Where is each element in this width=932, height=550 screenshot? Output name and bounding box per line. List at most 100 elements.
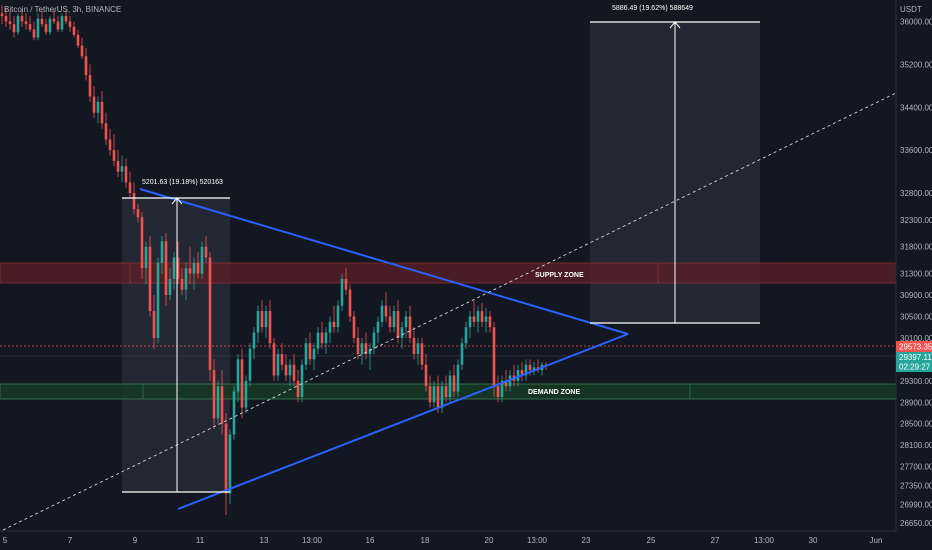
candle-body[interactable]: [520, 370, 524, 376]
price-axis-panel[interactable]: [896, 0, 932, 550]
candle-body[interactable]: [264, 311, 268, 328]
candle-body[interactable]: [324, 332, 328, 344]
candle-body[interactable]: [48, 18, 52, 33]
candle-body[interactable]: [152, 311, 156, 338]
candle-body[interactable]: [4, 16, 8, 22]
candle-body[interactable]: [120, 166, 124, 172]
candle-body[interactable]: [444, 386, 448, 397]
candle-body[interactable]: [496, 386, 500, 397]
candle-body[interactable]: [124, 166, 128, 183]
candle-body[interactable]: [200, 246, 204, 274]
candle-body[interactable]: [180, 278, 184, 290]
candle-body[interactable]: [272, 343, 276, 376]
candle-body[interactable]: [304, 343, 308, 365]
symbol-title[interactable]: Bitcoin / TetherUS, 3h, BINANCE: [4, 5, 121, 14]
candle-body[interactable]: [516, 370, 520, 381]
candle-body[interactable]: [72, 26, 76, 35]
candle-body[interactable]: [400, 327, 404, 338]
candle-body[interactable]: [436, 386, 440, 408]
candle-body[interactable]: [216, 386, 220, 419]
candle-body[interactable]: [456, 364, 460, 392]
candle-body[interactable]: [36, 18, 40, 38]
candle-body[interactable]: [332, 321, 336, 328]
candle-body[interactable]: [108, 139, 112, 151]
candle-body[interactable]: [468, 316, 472, 328]
candle-body[interactable]: [248, 348, 252, 381]
candle-body[interactable]: [352, 316, 356, 338]
candle-body[interactable]: [44, 24, 48, 33]
candle-body[interactable]: [184, 268, 188, 290]
candle-body[interactable]: [144, 246, 148, 269]
candle-body[interactable]: [64, 16, 68, 22]
candle-body[interactable]: [260, 311, 264, 328]
upper-trendline[interactable]: [139, 188, 629, 335]
candle-body[interactable]: [276, 354, 280, 376]
candle-body[interactable]: [500, 380, 504, 397]
candle-body[interactable]: [476, 311, 480, 322]
candle-body[interactable]: [140, 217, 144, 269]
candle-body[interactable]: [300, 364, 304, 397]
candle-body[interactable]: [356, 337, 360, 354]
candle-body[interactable]: [344, 278, 348, 290]
candle-body[interactable]: [156, 262, 160, 338]
candle-body[interactable]: [368, 348, 372, 354]
candle-body[interactable]: [528, 364, 532, 371]
candle-body[interactable]: [112, 150, 116, 161]
candle-body[interactable]: [100, 101, 104, 124]
candle-body[interactable]: [240, 359, 244, 408]
candle-body[interactable]: [308, 343, 312, 360]
candle-body[interactable]: [360, 343, 364, 354]
candle-body[interactable]: [84, 56, 88, 76]
candle-body[interactable]: [164, 241, 168, 295]
candle-body[interactable]: [168, 278, 172, 295]
candle-body[interactable]: [392, 311, 396, 328]
candle-body[interactable]: [348, 289, 352, 317]
candle-body[interactable]: [56, 21, 60, 30]
candle-body[interactable]: [188, 268, 192, 274]
candle-body[interactable]: [60, 16, 64, 30]
candle-body[interactable]: [132, 193, 136, 210]
candle-body[interactable]: [424, 364, 428, 387]
candle-body[interactable]: [32, 29, 36, 38]
candle-body[interactable]: [488, 316, 492, 328]
candle-body[interactable]: [372, 332, 376, 349]
candle-body[interactable]: [20, 16, 24, 22]
candle-body[interactable]: [376, 321, 380, 333]
candle-body[interactable]: [192, 262, 196, 274]
candle-body[interactable]: [204, 246, 208, 258]
candle-body[interactable]: [384, 305, 388, 317]
candle-body[interactable]: [244, 380, 248, 408]
candle-body[interactable]: [68, 21, 72, 27]
candle-body[interactable]: [136, 209, 140, 218]
candle-body[interactable]: [220, 386, 224, 424]
candle-body[interactable]: [284, 364, 288, 376]
candle-body[interactable]: [420, 343, 424, 365]
candle-body[interactable]: [196, 262, 200, 274]
candle-body[interactable]: [172, 257, 176, 279]
candle-body[interactable]: [232, 391, 236, 435]
candle-body[interactable]: [0, 13, 4, 17]
candle-body[interactable]: [268, 311, 272, 344]
candle-body[interactable]: [80, 45, 84, 57]
candle-body[interactable]: [464, 327, 468, 344]
candle-body[interactable]: [8, 21, 12, 25]
candle-body[interactable]: [236, 359, 240, 392]
candle-body[interactable]: [312, 348, 316, 360]
candle-body[interactable]: [504, 380, 508, 387]
lower-trendline[interactable]: [177, 333, 629, 510]
candle-body[interactable]: [292, 364, 296, 381]
candle-body[interactable]: [408, 316, 412, 338]
candle-body[interactable]: [388, 316, 392, 328]
candle-body[interactable]: [484, 316, 488, 322]
candle-body[interactable]: [316, 332, 320, 349]
candle-body[interactable]: [524, 364, 528, 376]
candle-body[interactable]: [76, 34, 80, 46]
candle-body[interactable]: [228, 434, 232, 494]
candle-body[interactable]: [296, 380, 300, 397]
candle-body[interactable]: [176, 257, 180, 279]
candle-body[interactable]: [492, 327, 496, 387]
candle-body[interactable]: [416, 343, 420, 354]
candle-body[interactable]: [472, 316, 476, 322]
candle-body[interactable]: [28, 24, 32, 30]
candle-body[interactable]: [96, 101, 100, 113]
